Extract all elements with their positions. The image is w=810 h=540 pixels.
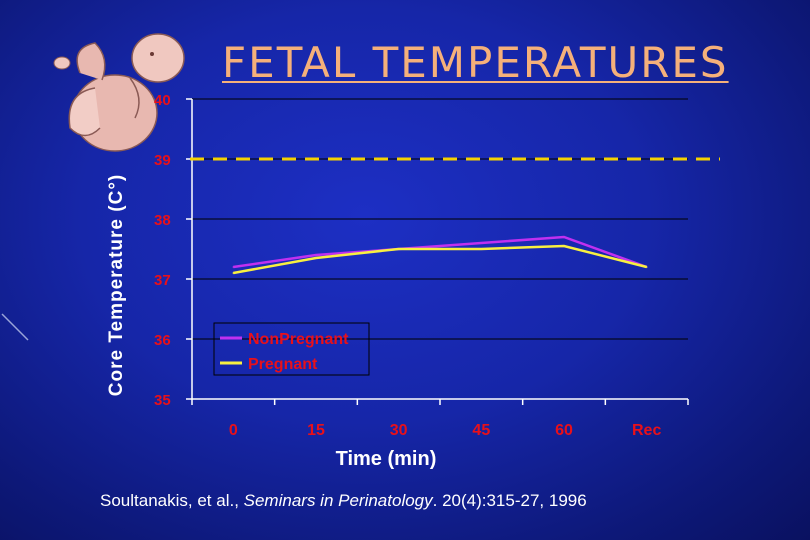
y-tick-label: 38 [154,212,171,229]
citation: Soultanakis, et al., Seminars in Perinat… [100,491,587,511]
data-point-pregnant [645,266,648,268]
citation-authors: Soultanakis, et al., [100,491,244,510]
x-tick-label: 45 [472,422,490,439]
y-tick-label: 37 [154,272,171,289]
data-point-pregnant [397,248,400,250]
data-point-pregnant [232,272,235,274]
citation-journal: Seminars in Perinatology [243,491,433,510]
y-tick-label: 39 [154,152,171,169]
x-axis-label: Time (min) [336,448,437,470]
series-line-pregnant [233,244,647,275]
y-tick-label: 35 [154,392,171,409]
data-point-nonpregnant [563,236,565,238]
data-point-nonpregnant [232,266,235,268]
data-point-nonpregnant [315,254,317,256]
x-tick-label: 15 [307,422,325,439]
y-tick-label: 40 [154,92,171,109]
citation-details: . 20(4):315-27, 1996 [432,491,587,510]
data-point-pregnant [480,248,483,250]
series-line-nonpregnant [233,235,648,269]
x-tick-label: 0 [229,422,238,439]
x-tick-label: Rec [632,422,661,439]
y-tick-label: 36 [154,332,171,349]
y-axis-label: Core Temperature (C°) [106,174,127,397]
data-point-nonpregnant [480,242,483,244]
x-tick-label: 30 [390,422,408,439]
legend-label-nonpregnant: NonPregnant [248,331,349,348]
x-tick-label: 60 [555,422,573,439]
fetus-illustration-icon [53,33,185,152]
legend-box [213,322,370,376]
data-point-pregnant [563,245,565,247]
decorative-stroke [1,313,29,341]
legend-label-pregnant: Pregnant [248,356,318,373]
data-point-pregnant [315,257,317,259]
slide-title: FETAL TEMPERATURES [222,38,729,87]
